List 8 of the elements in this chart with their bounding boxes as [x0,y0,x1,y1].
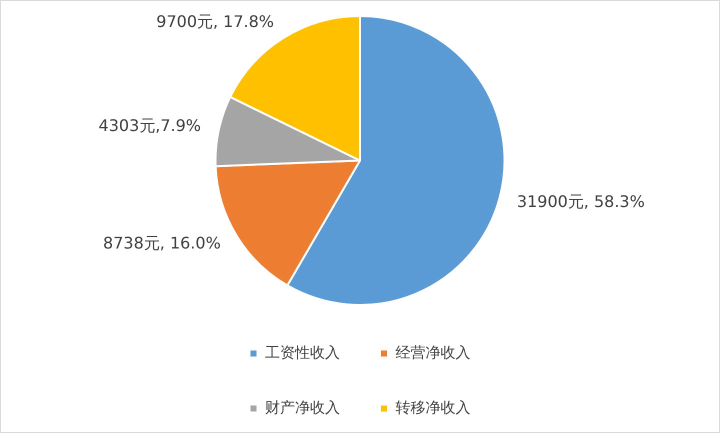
legend-label: 工资性收入 [265,343,340,362]
legend-label: 转移净收入 [396,398,470,416]
legend-label: 财产净收入 [265,398,340,416]
legend-label: 经营净收入 [396,343,470,362]
data-label: 9700元, 17.8% [156,12,274,31]
data-label: 8738元, 16.0% [103,233,221,252]
data-label: 31900元, 58.3% [516,192,645,211]
data-label: 4303元,7.9% [98,116,201,136]
